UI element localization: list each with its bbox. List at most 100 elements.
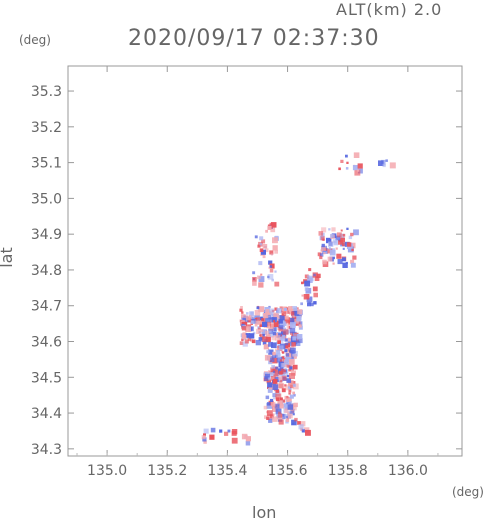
echo-cell [350, 259, 355, 264]
echo-cell [348, 235, 353, 240]
echo-cell [289, 401, 293, 404]
altitude-label: ALT(km) 2.0 [336, 0, 443, 19]
echo-cell [271, 313, 275, 317]
echo-cell [252, 271, 256, 275]
echo-cell [268, 377, 271, 381]
echo-cell [279, 325, 284, 330]
echo-cell [265, 330, 269, 335]
echo-cell [272, 416, 278, 422]
echo-cell [305, 429, 311, 436]
echo-cell [351, 248, 354, 252]
echo-cell [241, 326, 247, 331]
echo-cell [289, 408, 295, 414]
echo-cell [203, 428, 209, 434]
echo-cell [349, 242, 356, 249]
echo-cell [201, 435, 206, 440]
echo-cell [271, 278, 274, 282]
echo-cell [340, 159, 344, 163]
echo-cell [288, 392, 291, 395]
echo-cell [260, 329, 264, 332]
echo-cell [279, 306, 283, 310]
echo-cell [288, 368, 291, 372]
echo-cell [245, 333, 250, 338]
echo-cell [288, 359, 295, 365]
echo-cell [310, 302, 314, 307]
y-tick-label: 34.3 [31, 442, 62, 458]
echo-cell [316, 273, 321, 278]
echo-cell [276, 379, 279, 382]
echo-cell [352, 255, 357, 260]
echo-cell [288, 347, 291, 350]
echo-cell [298, 324, 302, 328]
echo-cell [342, 247, 345, 250]
echo-cell [275, 389, 280, 393]
echo-cell [273, 312, 279, 318]
echo-cell [354, 169, 361, 176]
echo-cell [271, 365, 275, 369]
echo-cell [227, 429, 231, 433]
echo-cell [266, 410, 273, 417]
echo-cell [345, 167, 349, 170]
echo-cell [249, 338, 253, 342]
echo-cell [263, 344, 269, 350]
echo-cell [279, 338, 284, 343]
echo-cell [287, 348, 291, 352]
echo-cell [275, 376, 279, 381]
y-tick-label: 35.1 [31, 156, 62, 172]
echo-cell [346, 227, 349, 230]
echo-cell [209, 434, 215, 440]
echo-cell [242, 341, 248, 347]
echo-cell [266, 402, 271, 406]
echo-cell [342, 257, 346, 262]
echo-cell [269, 414, 274, 419]
echo-cell [323, 252, 326, 255]
echo-cell [292, 336, 297, 341]
echo-cell [335, 247, 338, 250]
echo-cell [258, 337, 263, 341]
echo-cell [289, 366, 293, 370]
echo-cell [288, 351, 295, 358]
echo-cell [292, 364, 298, 370]
echo-cell [269, 222, 273, 226]
echo-cell [273, 371, 279, 377]
echo-cell [285, 353, 290, 357]
echo-cell [268, 325, 274, 331]
echo-cell [269, 263, 275, 269]
echo-cell [321, 246, 326, 251]
echo-cell [267, 388, 273, 393]
echo-cell [271, 342, 277, 349]
echo-cell [287, 404, 294, 410]
echo-cell [331, 227, 336, 232]
echo-cell [262, 244, 268, 249]
echo-cell [319, 255, 323, 260]
echo-cell [284, 404, 290, 410]
echo-cell [276, 308, 282, 314]
echo-cell [279, 359, 283, 362]
echo-cell [272, 413, 275, 416]
echo-cell [353, 152, 360, 158]
echo-cell [313, 273, 316, 277]
echo-cell [258, 306, 265, 313]
echo-cell [328, 241, 334, 247]
y-tick-label: 35.0 [31, 191, 62, 207]
echo-cell [285, 342, 289, 346]
echo-cell [357, 169, 360, 172]
echo-cell [313, 292, 318, 298]
echo-cell [304, 274, 309, 279]
axis-ticks: 135.0 135.2 135.4 135.6 135.8 136.0 35.3 35.2 35… [31, 66, 462, 479]
echo-cell [258, 261, 263, 266]
echo-cell [265, 336, 271, 343]
echo-cell [328, 247, 331, 250]
echo-cell [270, 398, 274, 402]
echo-cell [285, 416, 288, 419]
echo-cell [291, 419, 297, 426]
echo-cell [266, 314, 271, 320]
echo-cell [264, 317, 270, 323]
y-tick-label: 35.3 [31, 84, 62, 100]
echo-cell [345, 261, 348, 265]
echo-cell [252, 331, 256, 335]
echo-cell [270, 376, 276, 381]
echo-cell [239, 341, 244, 345]
echo-cell [250, 333, 253, 337]
echo-cell [308, 268, 312, 272]
